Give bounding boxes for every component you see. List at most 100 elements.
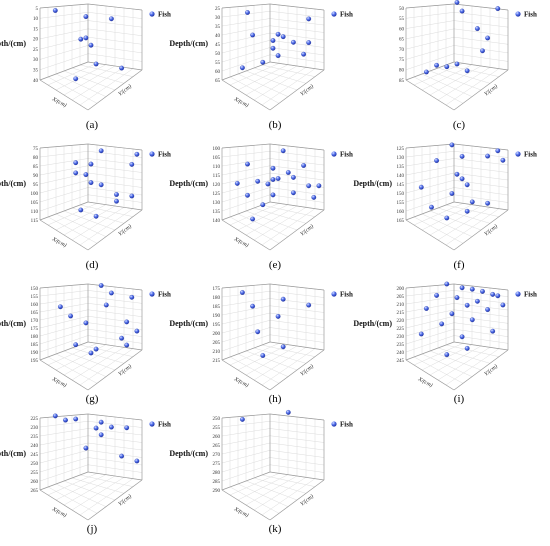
panel-label: (a)	[86, 119, 99, 131]
z-tick-label: 240	[31, 444, 39, 449]
z-tick-label: 155	[31, 295, 39, 300]
scatter-panel-11: 250 255 260 265 270 275 280 285 290 Depth/(cm) X/(…	[169, 410, 353, 521]
grid-line	[245, 475, 298, 506]
legend-label: Fish	[158, 421, 171, 429]
y-axis-label: Y/(cm)	[483, 83, 499, 98]
axis-line	[269, 341, 325, 351]
data-point	[485, 35, 490, 41]
z-tick-label: 65	[215, 79, 221, 84]
z-tick-label: 160	[31, 303, 39, 308]
data-point	[255, 178, 261, 184]
data-point	[134, 151, 140, 157]
data-point	[119, 335, 124, 341]
grid-line	[71, 67, 125, 84]
data-point	[98, 283, 104, 288]
grid-line	[39, 150, 143, 158]
grid-line	[39, 12, 143, 19]
axis-line	[453, 283, 509, 291]
z-tick-label: 205	[213, 341, 221, 346]
data-point	[469, 317, 475, 323]
axis-line	[405, 3, 455, 9]
data-point	[245, 10, 250, 15]
axis-line	[269, 479, 325, 521]
axis-line	[39, 143, 89, 149]
data-point	[418, 331, 424, 337]
grid-line	[437, 207, 491, 224]
data-point	[260, 202, 266, 208]
scatter-panel-3: 50 55 60 65 70 75 80 85 Y/(cm) Fish	[399, 0, 537, 111]
grid-line	[79, 204, 134, 217]
z-tick-label: 105	[213, 156, 221, 161]
axis-line	[221, 471, 271, 491]
data-point	[418, 184, 424, 190]
z-tick-label: 250	[213, 417, 221, 422]
axis-line	[453, 69, 509, 111]
x-axis-label: X/(cm)	[232, 505, 250, 519]
grid-line	[405, 20, 509, 29]
data-point	[280, 344, 286, 350]
grid-line	[39, 303, 143, 313]
grid-line	[253, 477, 307, 511]
z-tick-label: 5	[36, 7, 39, 12]
grid-line	[79, 68, 134, 106]
data-point	[83, 35, 89, 41]
axis-line	[405, 143, 455, 149]
grid-line	[253, 67, 307, 101]
z-tick-label: 260	[213, 435, 221, 440]
data-point	[454, 61, 460, 67]
grid-line	[63, 65, 116, 96]
data-point	[424, 306, 429, 311]
data-point	[301, 51, 306, 57]
z-axis-label: Depth/(cm)	[169, 39, 208, 48]
data-point	[134, 458, 140, 464]
z-tick-label: 30	[215, 16, 221, 21]
axis-line	[221, 283, 271, 289]
data-point	[93, 213, 99, 219]
legend-marker	[515, 11, 521, 17]
z-tick-label: 200	[397, 287, 405, 292]
data-point	[290, 175, 296, 180]
legend-label: Fish	[340, 421, 353, 429]
y-axis-label: Y/(cm)	[483, 363, 499, 378]
z-tick-label: 240	[397, 351, 405, 356]
z-tick-label: 55	[399, 17, 405, 22]
z-tick-label: 40	[33, 79, 39, 84]
axis-line	[269, 3, 325, 11]
data-point	[245, 192, 250, 198]
data-point	[495, 148, 501, 154]
data-point	[464, 182, 470, 188]
data-point	[275, 314, 281, 319]
data-point	[93, 425, 99, 431]
data-point	[98, 148, 104, 154]
data-point	[270, 177, 276, 182]
z-tick-label: 175	[213, 287, 221, 292]
grid-line	[39, 442, 143, 455]
z-tick-label: 55	[215, 61, 221, 66]
data-point	[301, 163, 306, 168]
z-tick-label: 35	[215, 25, 221, 30]
x-axis-label: X/(cm)	[50, 375, 68, 389]
data-point	[240, 290, 245, 295]
data-point	[464, 68, 470, 74]
z-tick-label: 265	[213, 444, 221, 449]
grid-line	[39, 296, 143, 305]
data-point	[306, 183, 312, 189]
grid-line	[253, 347, 307, 381]
data-point	[444, 352, 450, 357]
grid-line	[405, 158, 509, 167]
axis-line	[39, 283, 89, 289]
axis-line	[39, 3, 89, 9]
panel-label: (b)	[269, 119, 282, 131]
scatter-panel-10: 225 230 235 240 245 250 255 260 265 Depth/(cm) X/(…	[0, 413, 171, 521]
z-tick-label: 180	[31, 335, 39, 340]
x-axis-label: X/(cm)	[50, 505, 68, 519]
z-axis-label: Depth/(cm)	[0, 319, 26, 328]
grid-line	[253, 207, 307, 224]
grid-line	[221, 158, 325, 167]
grid-line	[71, 67, 125, 101]
grid-line	[39, 309, 143, 321]
data-point	[83, 172, 89, 177]
data-point	[240, 416, 245, 422]
grid-line	[445, 64, 500, 77]
data-point	[250, 303, 255, 309]
